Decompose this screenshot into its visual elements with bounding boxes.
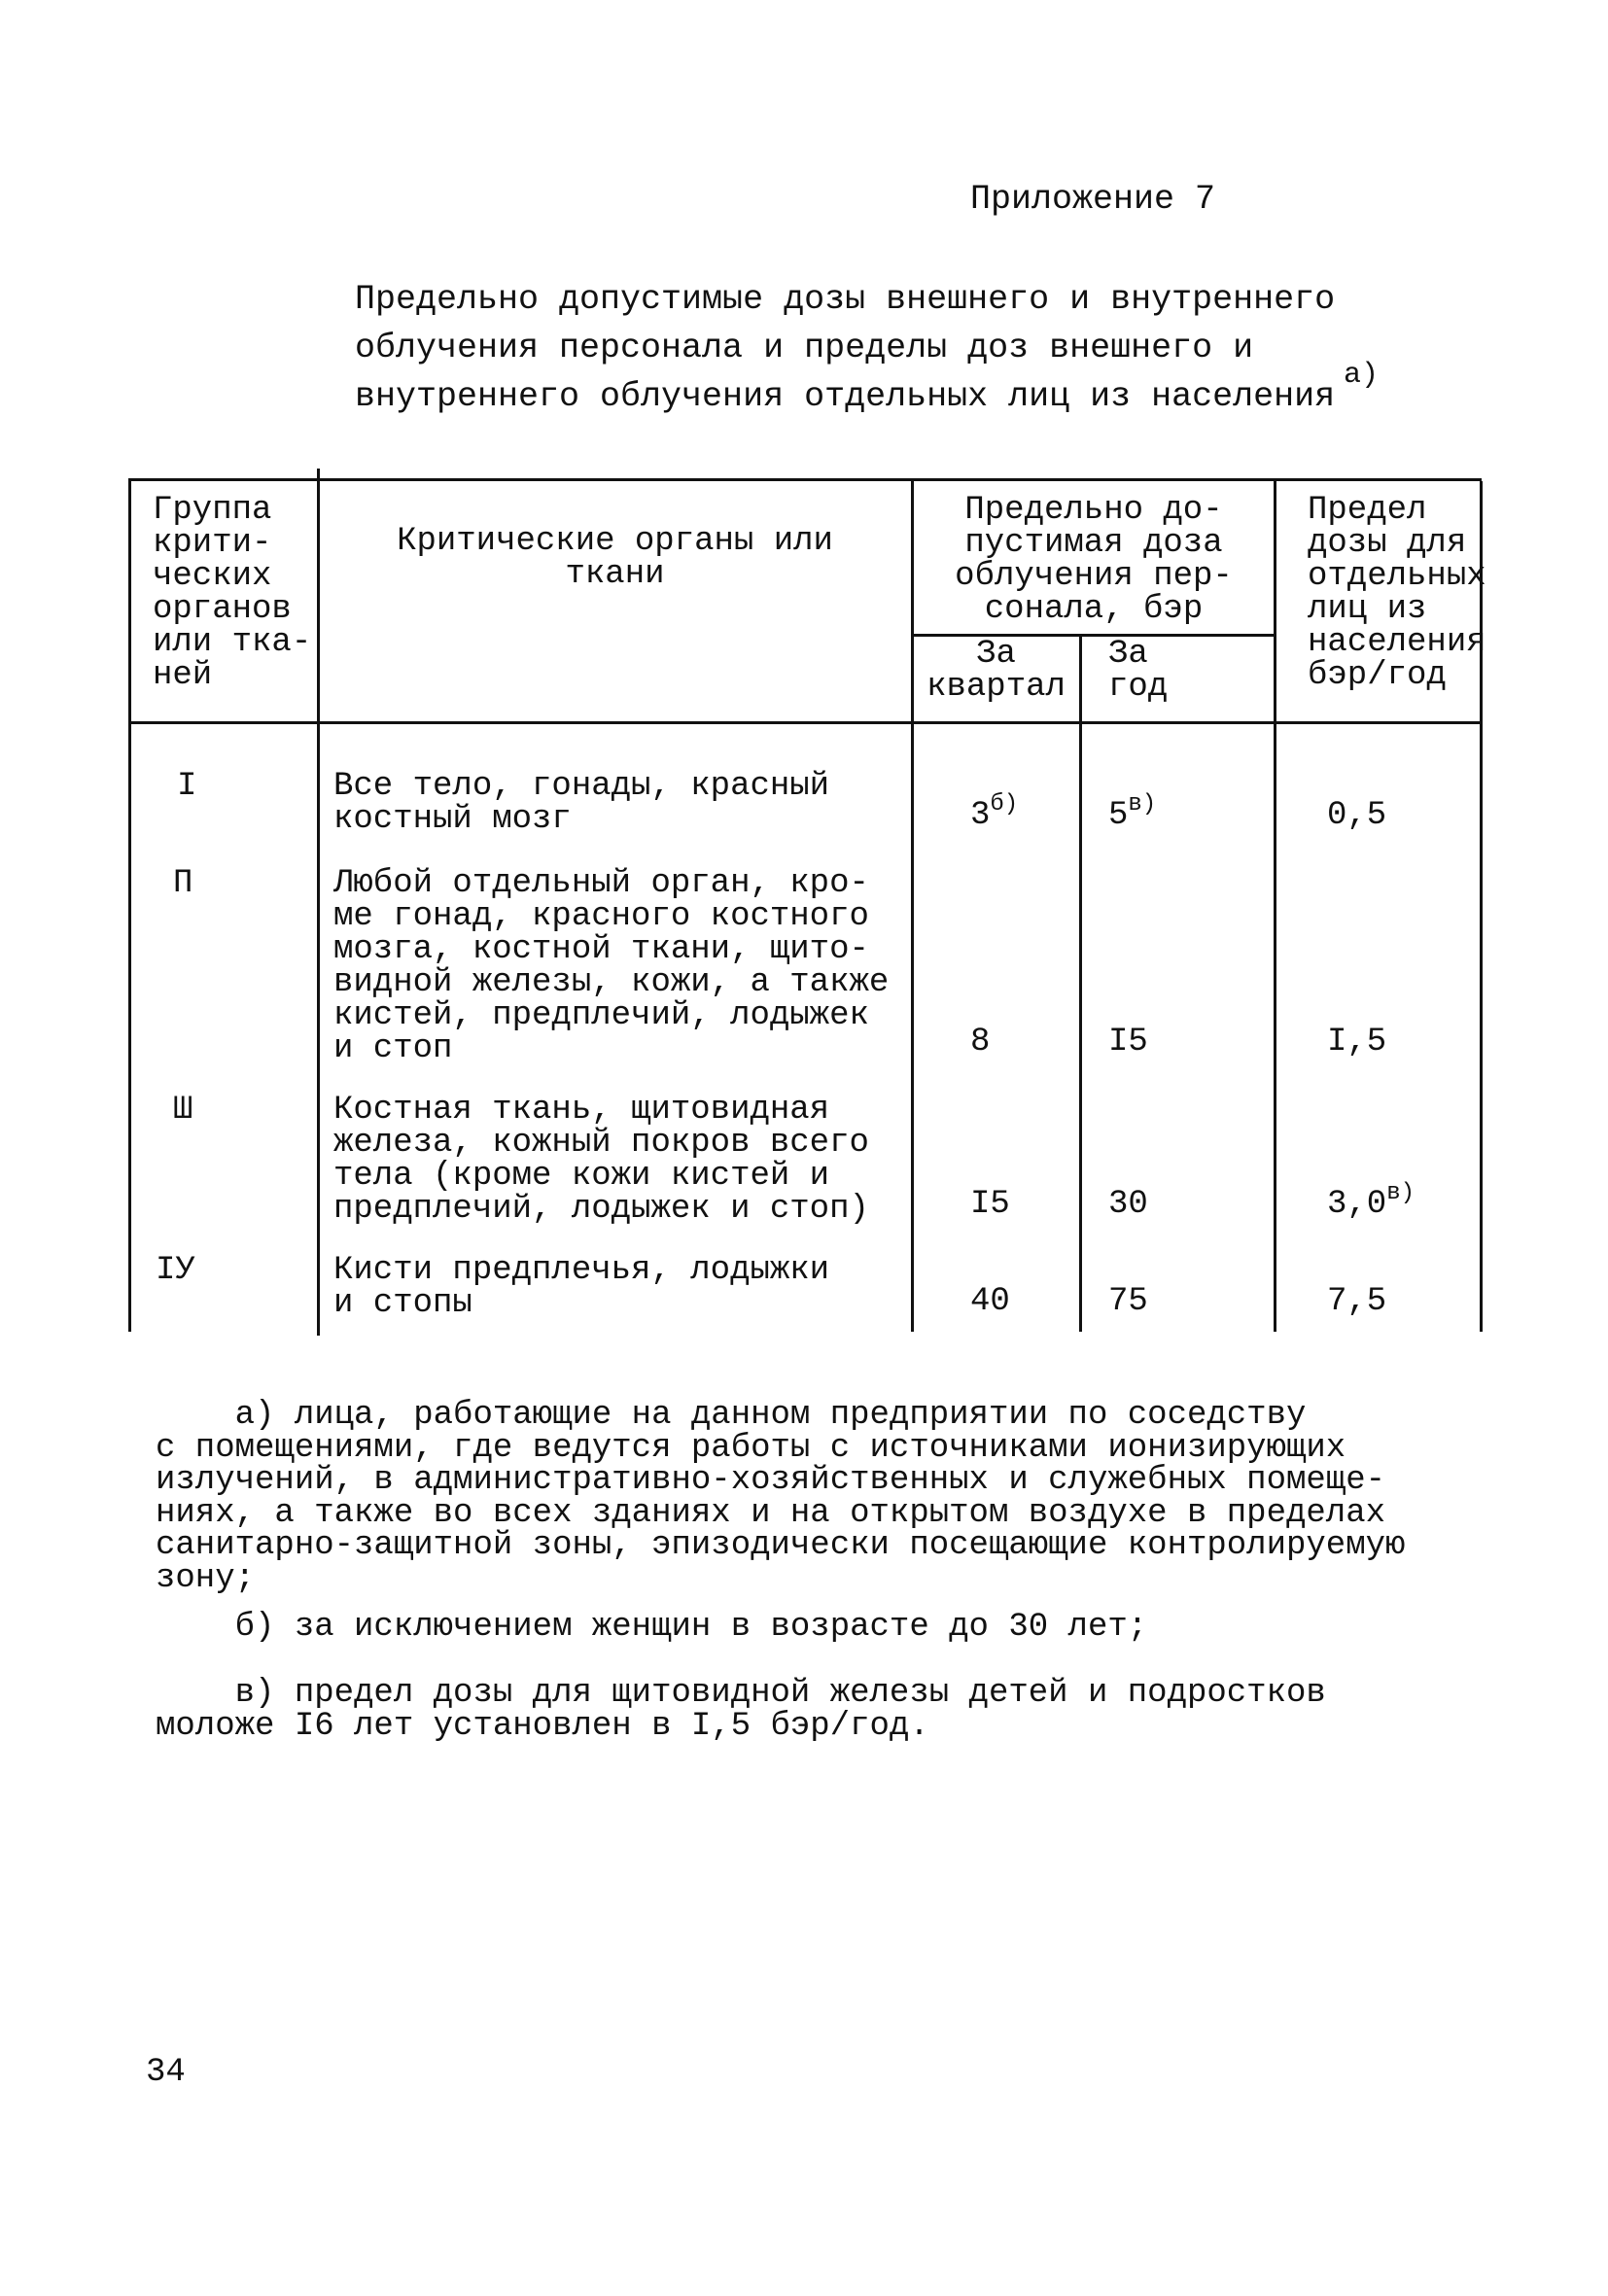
cell-organs: Все тело, гонады, красный костный мозг <box>333 768 830 838</box>
footnote-ref: в) <box>1128 791 1157 818</box>
table-top-border <box>128 478 1482 481</box>
page-number: 34 <box>146 2054 186 2091</box>
col-border <box>317 469 320 1336</box>
value: I5 <box>1108 1024 1148 1061</box>
value: 75 <box>1108 1283 1148 1320</box>
cell-quarter: 8 <box>970 1026 990 1059</box>
header-public: Предел дозы для отдельных лиц из населен… <box>1308 492 1486 694</box>
title-footnote-mark: а) <box>1344 359 1380 392</box>
value: 40 <box>970 1283 1010 1320</box>
cell-year: 5в) <box>1108 793 1156 834</box>
value: 30 <box>1108 1186 1148 1223</box>
value: 8 <box>970 1024 991 1061</box>
footnote-ref: б) <box>990 791 1019 818</box>
footnote-b: б) за исключением женщин в возрасте до 3… <box>156 1609 1148 1646</box>
cell-organs: Кисти предплечья, лодыжки и стопы <box>333 1252 830 1322</box>
col-border <box>1274 481 1276 1332</box>
title-line: внутреннего облучения отдельных лиц из н… <box>355 377 1336 416</box>
footnote-v: в) предел дозы для щитовидной железы дет… <box>156 1675 1326 1745</box>
value: 5 <box>1108 797 1129 834</box>
header-group: Группа крити- ческих органов или тка- не… <box>153 492 312 694</box>
header-quarter: За квартал <box>926 636 1066 706</box>
footnote-a: а) лица, работающие на данном предприяти… <box>156 1397 1406 1597</box>
value: 3 <box>970 797 991 834</box>
col-border <box>128 478 131 1332</box>
cell-organs: Любой отдельный орган, кро- ме гонад, кр… <box>333 865 890 1067</box>
header-bottom-border <box>128 721 1482 724</box>
cell-public: 0,5 <box>1327 799 1386 832</box>
header-personnel: Предельно до- пустимая доза облучения пе… <box>955 492 1233 628</box>
cell-group: Ш <box>173 1092 193 1129</box>
header-year: За год <box>1108 636 1169 706</box>
value: 7,5 <box>1327 1283 1387 1320</box>
subheader-divider <box>911 634 1274 637</box>
col-border <box>911 481 914 1332</box>
appendix-label: Приложение 7 <box>970 180 1216 219</box>
value: 3,0 <box>1327 1186 1387 1223</box>
value: I,5 <box>1327 1024 1387 1061</box>
cell-group: IУ <box>156 1252 195 1289</box>
cell-public: I,5 <box>1327 1026 1386 1059</box>
cell-public: 7,5 <box>1327 1285 1386 1318</box>
cell-public: 3,0в) <box>1327 1182 1415 1223</box>
value: 0,5 <box>1327 797 1387 834</box>
title-line: Предельно допустимые дозы внешнего и вну… <box>355 280 1336 319</box>
cell-year: I5 <box>1108 1026 1148 1059</box>
cell-quarter: I5 <box>970 1188 1010 1221</box>
title-line: облучения персонала и пределы доз внешне… <box>355 329 1254 367</box>
cell-group: I <box>177 768 197 805</box>
cell-group: П <box>173 865 193 902</box>
cell-organs: Костная ткань, щитовидная железа, кожный… <box>333 1092 869 1228</box>
col-border <box>1079 634 1082 1332</box>
header-organs: Критические органы или ткани <box>397 523 833 593</box>
col-border <box>1480 481 1483 1332</box>
cell-quarter: 40 <box>970 1285 1010 1318</box>
footnote-ref: в) <box>1386 1180 1416 1206</box>
cell-year: 30 <box>1108 1188 1148 1221</box>
cell-quarter: 3б) <box>970 793 1018 834</box>
cell-year: 75 <box>1108 1285 1148 1318</box>
value: I5 <box>970 1186 1010 1223</box>
